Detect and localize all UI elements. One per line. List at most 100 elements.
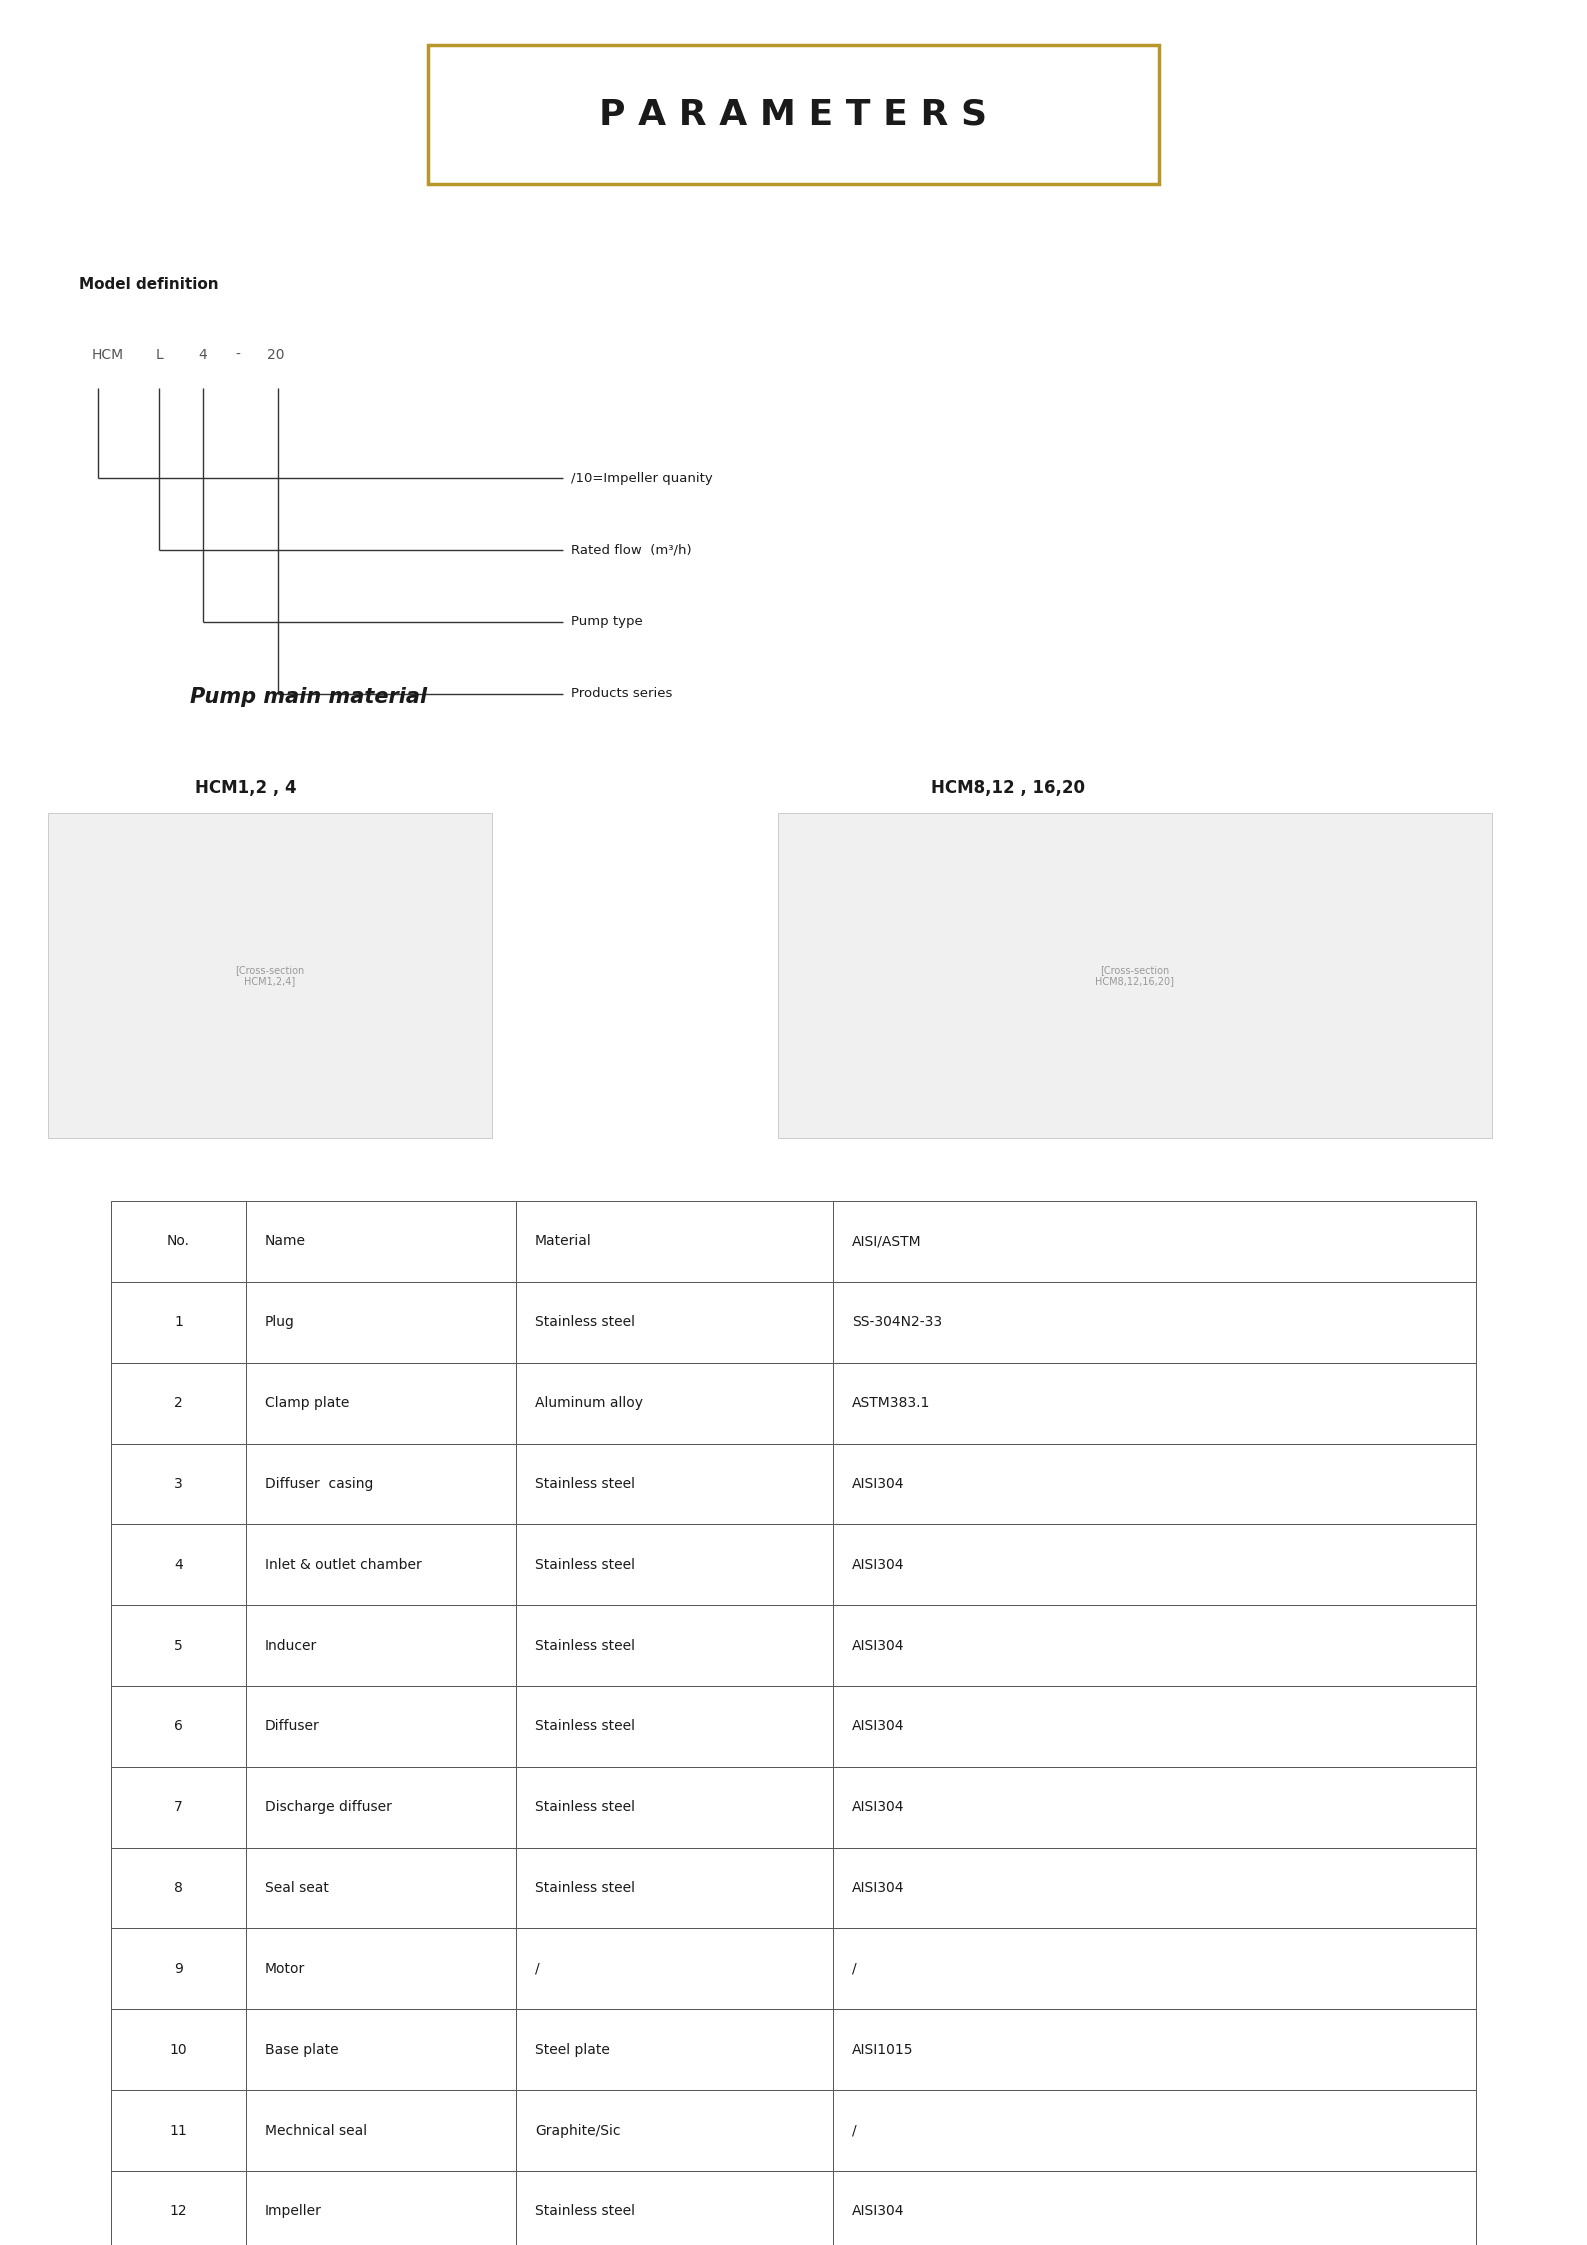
Bar (833, 2171, 1476, 2245)
Text: AISI304: AISI304 (852, 1800, 905, 1814)
Text: /: / (852, 2124, 857, 2137)
Text: Aluminum alloy: Aluminum alloy (535, 1396, 643, 1410)
Text: Inducer: Inducer (265, 1639, 317, 1652)
Text: 11: 11 (170, 2124, 187, 2137)
Bar (516, 2009, 833, 2090)
Bar (516, 1524, 833, 1605)
Bar (833, 1767, 1476, 1848)
Text: Stainless steel: Stainless steel (535, 1720, 635, 1733)
Text: AISI304: AISI304 (852, 1558, 905, 1572)
Text: Diffuser  casing: Diffuser casing (265, 1477, 373, 1491)
Text: Stainless steel: Stainless steel (535, 1800, 635, 1814)
Text: Steel plate: Steel plate (535, 2043, 609, 2056)
Bar (246, 1444, 516, 1524)
Text: 4: 4 (198, 348, 208, 361)
Bar (111, 1605, 246, 1686)
Bar (111, 1767, 246, 1848)
Text: Pump main material: Pump main material (190, 687, 427, 707)
Text: Stainless steel: Stainless steel (535, 1639, 635, 1652)
Bar (111, 1524, 246, 1605)
Bar (111, 1363, 246, 1444)
Bar (516, 1848, 833, 1928)
Text: Seal seat: Seal seat (265, 1881, 329, 1895)
Bar (833, 1444, 1476, 1524)
Text: AISI304: AISI304 (852, 1639, 905, 1652)
Text: 20: 20 (267, 348, 284, 361)
Bar (111, 1201, 246, 1282)
Bar (833, 1686, 1476, 1767)
Text: Model definition: Model definition (79, 276, 219, 292)
Text: Plug: Plug (265, 1316, 295, 1329)
Text: Pump type: Pump type (571, 615, 643, 629)
Bar (833, 1848, 1476, 1928)
Bar (48, 813, 492, 1138)
Text: 12: 12 (170, 2205, 187, 2218)
Text: 6: 6 (175, 1720, 183, 1733)
Bar (246, 1363, 516, 1444)
Text: Graphite/Sic: Graphite/Sic (535, 2124, 621, 2137)
Text: L: L (156, 348, 163, 361)
Text: Base plate: Base plate (265, 2043, 338, 2056)
Bar (246, 2171, 516, 2245)
Text: 7: 7 (175, 1800, 183, 1814)
Text: 5: 5 (175, 1639, 183, 1652)
Bar (516, 1201, 833, 1282)
Bar (111, 1444, 246, 1524)
Bar (833, 1201, 1476, 1282)
Text: SS-304N2-33: SS-304N2-33 (852, 1316, 943, 1329)
Text: No.: No. (167, 1235, 190, 1248)
Bar (246, 2009, 516, 2090)
Text: [Cross-section
HCM1,2,4]: [Cross-section HCM1,2,4] (235, 965, 305, 986)
Bar (833, 1282, 1476, 1363)
Bar (833, 2090, 1476, 2171)
Text: 1: 1 (175, 1316, 183, 1329)
Bar (516, 1282, 833, 1363)
Bar (246, 1928, 516, 2009)
Text: HCM8,12 , 16,20: HCM8,12 , 16,20 (930, 779, 1086, 797)
Bar (111, 1686, 246, 1767)
Text: Mechnical seal: Mechnical seal (265, 2124, 367, 2137)
Bar (516, 1363, 833, 1444)
Text: Stainless steel: Stainless steel (535, 1316, 635, 1329)
Text: AISI304: AISI304 (852, 1477, 905, 1491)
Bar (111, 2090, 246, 2171)
Text: 10: 10 (170, 2043, 187, 2056)
Text: 9: 9 (175, 1962, 183, 1976)
Text: Motor: Motor (265, 1962, 305, 1976)
Text: Material: Material (535, 1235, 592, 1248)
Text: Stainless steel: Stainless steel (535, 1881, 635, 1895)
Bar (428, 45, 1159, 184)
Bar (111, 1848, 246, 1928)
Text: AISI/ASTM: AISI/ASTM (852, 1235, 922, 1248)
Bar (516, 2090, 833, 2171)
Bar (833, 1363, 1476, 1444)
Text: Stainless steel: Stainless steel (535, 2205, 635, 2218)
Text: Impeller: Impeller (265, 2205, 322, 2218)
Bar (516, 1444, 833, 1524)
Bar (246, 1848, 516, 1928)
Bar (516, 2171, 833, 2245)
Text: ASTM383.1: ASTM383.1 (852, 1396, 930, 1410)
Bar (111, 1282, 246, 1363)
Text: HCM1,2 , 4: HCM1,2 , 4 (195, 779, 297, 797)
Bar (833, 2009, 1476, 2090)
Text: Diffuser: Diffuser (265, 1720, 319, 1733)
Bar (246, 1767, 516, 1848)
Bar (516, 1686, 833, 1767)
Bar (111, 2009, 246, 2090)
Bar (246, 1605, 516, 1686)
Bar (833, 1605, 1476, 1686)
Text: /10=Impeller quanity: /10=Impeller quanity (571, 471, 713, 485)
Bar (246, 1524, 516, 1605)
Bar (516, 1605, 833, 1686)
Bar (246, 1201, 516, 1282)
Text: Stainless steel: Stainless steel (535, 1558, 635, 1572)
Bar (778, 813, 1492, 1138)
Bar (833, 1524, 1476, 1605)
Text: AISI1015: AISI1015 (852, 2043, 914, 2056)
Text: 8: 8 (175, 1881, 183, 1895)
Text: Inlet & outlet chamber: Inlet & outlet chamber (265, 1558, 422, 1572)
Bar (111, 2171, 246, 2245)
Text: 2: 2 (175, 1396, 183, 1410)
Text: -: - (235, 348, 240, 361)
